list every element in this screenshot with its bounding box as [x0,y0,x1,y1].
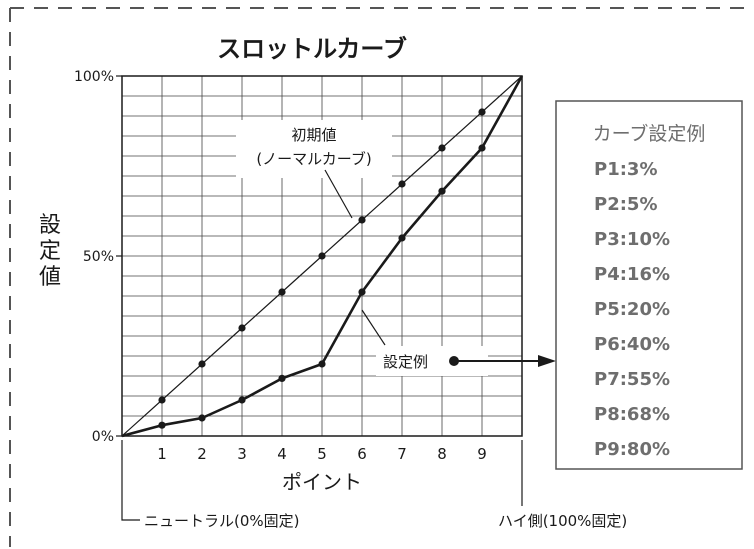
x-tick-label: 5 [317,445,327,463]
initial-label-line2: (ノーマルカーブ) [256,150,371,168]
initial-curve-point [158,396,166,404]
curve-example-item: P3:10% [594,229,670,250]
y-tick-label: 100% [74,69,114,85]
neutral-leader [121,440,140,521]
example-curve-point [438,187,446,195]
initial-label-line1: 初期値 [291,126,336,144]
series-layer [121,75,524,438]
example-label-leader [361,309,386,346]
x-axis-ticks: 1 2 3 4 5 6 7 8 9 [157,445,487,463]
x-tick-label: 1 [157,445,167,463]
example-curve-point [478,144,486,152]
initial-curve-point [398,180,406,188]
example-curve-point [238,396,246,404]
example-curve-point [358,288,366,296]
initial-curve-point [358,216,366,224]
example-curve-point [278,374,286,382]
curve-example-box [555,100,743,470]
example-label: 設定例 [383,353,428,371]
curve-example-item: P1:3% [594,159,657,180]
example-arrow-head [538,355,556,367]
x-tick-label: 9 [477,445,487,463]
y-axis-label: 設定値 [39,213,61,290]
curve-example-item: P8:68% [594,404,670,425]
initial-curve-point [438,144,446,152]
y-tick-label: 0% [92,429,114,445]
x-tick-label: 6 [357,445,367,463]
example-curve-point [398,234,406,242]
x-tick-label: 7 [397,445,407,463]
x-axis-label: ポイント [282,470,362,494]
curve-example-item: P6:40% [594,334,670,355]
high-side-label: ハイ側(100%固定) [498,512,627,530]
curve-example-item: P7:55% [594,369,670,390]
initial-label-leader [324,169,353,219]
curve-example-title: カーブ設定例 [593,122,706,145]
curve-example-item: P4:16% [594,264,670,285]
example-curve-point [318,360,326,368]
x-tick-label: 8 [437,445,447,463]
initial-curve-point [238,324,246,332]
example-arrow-dot [449,356,459,366]
x-tick-label: 2 [197,445,207,463]
chart-title: スロットルカーブ [217,35,407,63]
initial-curve-point [278,288,286,296]
curve-example-list: P1:3% P2:5% P3:10% P4:16% P5:20% P6:40% P7:55%… [594,159,670,460]
initial-label-bg [236,120,392,178]
curve-example-item: P5:20% [594,299,670,320]
x-tick-label: 4 [277,445,287,463]
example-curve-point [158,421,166,429]
initial-curve-point [318,252,326,260]
x-tick-label: 3 [237,445,247,463]
neutral-label: ニュートラル(0%固定) [144,512,300,530]
initial-curve-point [478,108,486,116]
curve-example-item: P9:80% [594,439,670,460]
initial-curve-point [198,360,206,368]
y-axis-ticks: 0% 50% 100% [74,69,122,445]
y-tick-label: 50% [83,249,114,265]
curve-example-item: P2:5% [594,194,657,215]
example-curve-point [198,414,206,422]
